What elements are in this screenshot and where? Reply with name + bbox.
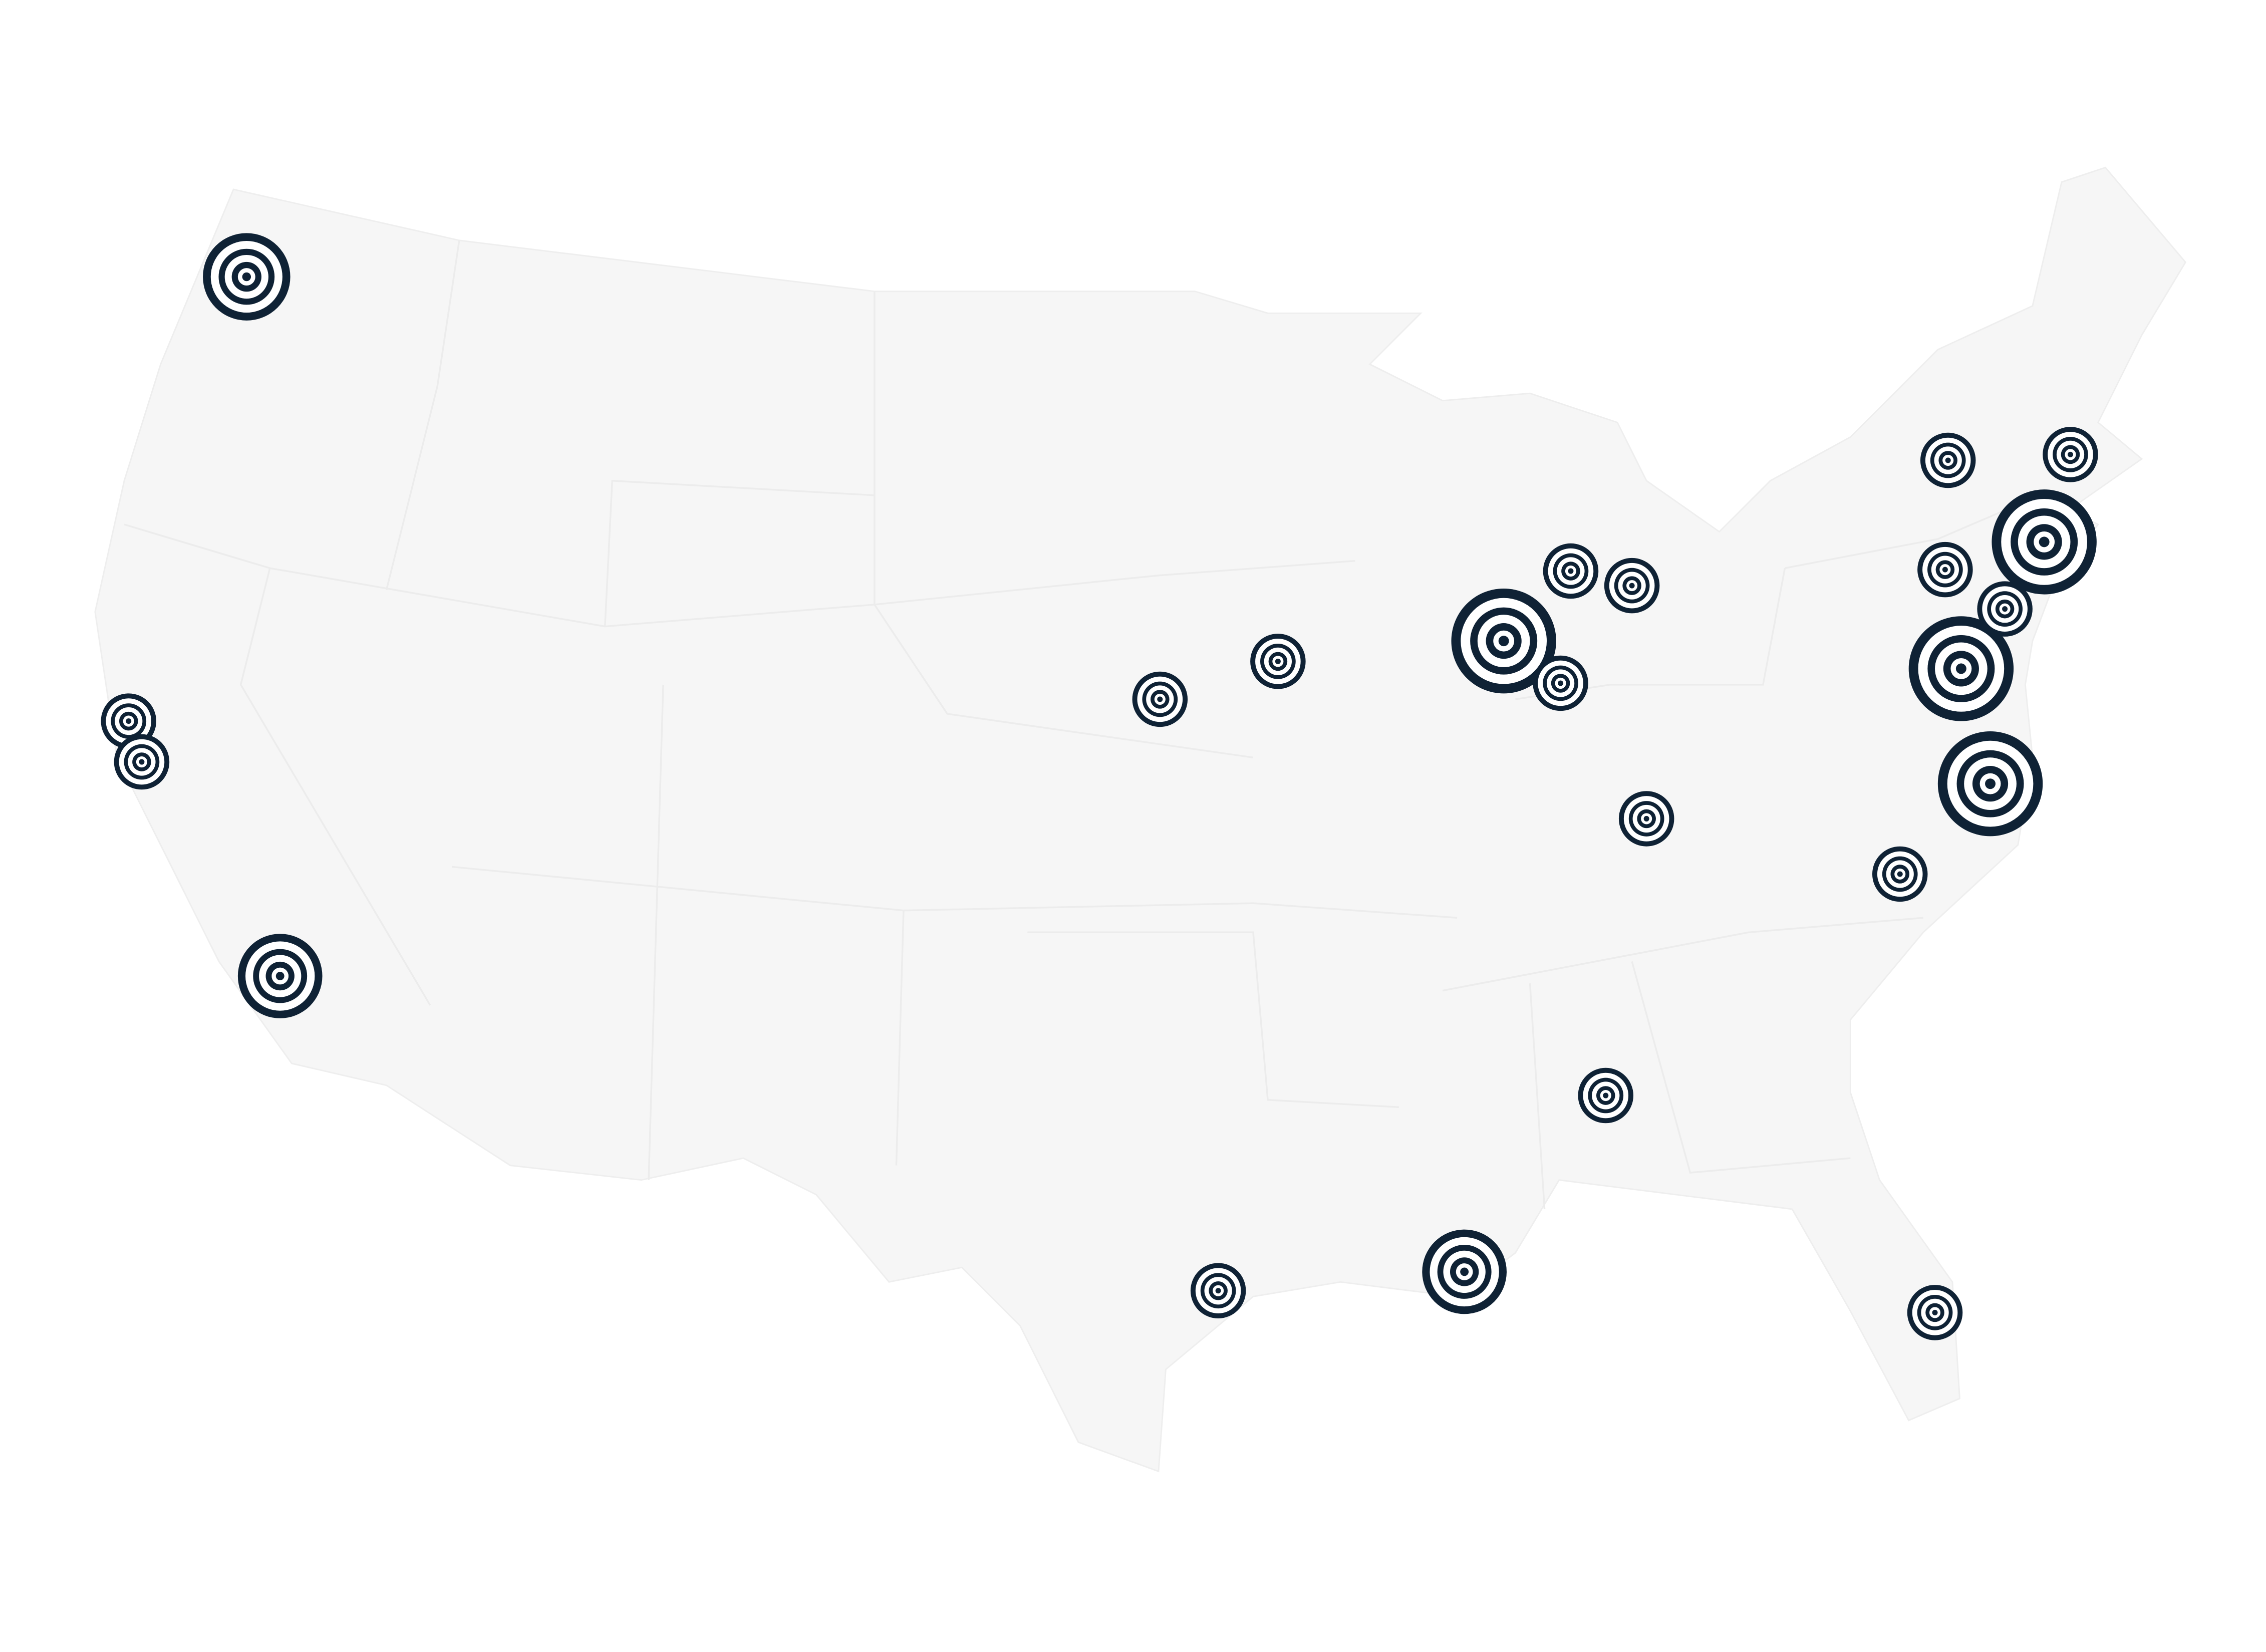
marker-ring: [1932, 1309, 1938, 1315]
state-border: [1631, 961, 1851, 1174]
marker-ring: [1643, 815, 1649, 821]
marker-ring: [2002, 606, 2008, 612]
location-marker: [1190, 1263, 1246, 1319]
location-marker: [114, 734, 170, 790]
marker-ring: [1955, 663, 1966, 674]
location-marker: [1533, 655, 1588, 711]
marker-ring: [1897, 871, 1903, 877]
location-marker: [1543, 543, 1599, 599]
marker-ring: [2067, 451, 2074, 457]
location-marker: [203, 233, 291, 321]
state-border: [1529, 983, 1546, 1209]
marker-ring: [275, 972, 285, 980]
location-marker: [1451, 588, 1556, 694]
marker-ring: [1498, 636, 1509, 647]
location-marker: [1250, 634, 1306, 689]
location-marker: [1872, 846, 1928, 902]
location-marker: [1604, 558, 1660, 614]
marker-ring: [1942, 567, 1948, 573]
marker-ring: [1568, 568, 1574, 574]
state-border: [874, 291, 1254, 759]
location-marker: [237, 934, 323, 1018]
state-border: [452, 866, 1458, 919]
marker-ring: [126, 718, 132, 724]
state-border: [385, 240, 460, 591]
location-marker: [1992, 489, 2097, 595]
marker-ring: [1215, 1288, 1221, 1294]
location-marker: [1618, 791, 1674, 847]
marker-ring: [1460, 1267, 1469, 1276]
marker-ring: [1157, 696, 1163, 702]
location-marker: [1422, 1229, 1507, 1314]
marker-ring: [1945, 457, 1951, 463]
state-border: [124, 523, 431, 1006]
state-border: [895, 910, 905, 1166]
location-marker: [1937, 731, 2043, 837]
location-marker: [1920, 432, 1976, 488]
location-marker: [1578, 1067, 1633, 1124]
state-border: [604, 479, 875, 627]
marker-ring: [1558, 680, 1564, 686]
state-border: [1027, 931, 1399, 1109]
location-marker: [1917, 541, 1973, 598]
state-borders: [124, 240, 2041, 1209]
location-marker: [1908, 616, 2014, 721]
location-marker: [1907, 1285, 1963, 1340]
marker-ring: [2039, 536, 2050, 547]
us-outline: [94, 166, 2187, 1473]
location-marker: [1977, 581, 2033, 637]
marker-ring: [242, 272, 251, 282]
marker-ring: [1603, 1092, 1609, 1098]
state-border: [648, 684, 664, 1180]
location-marker: [2043, 427, 2098, 482]
markers: [101, 233, 2098, 1340]
marker-ring: [1275, 658, 1281, 664]
state-border: [1442, 917, 1923, 992]
marker-ring: [139, 759, 145, 765]
location-marker: [1132, 671, 1188, 727]
marker-ring: [1629, 583, 1635, 589]
marker-ring: [1985, 778, 1996, 789]
